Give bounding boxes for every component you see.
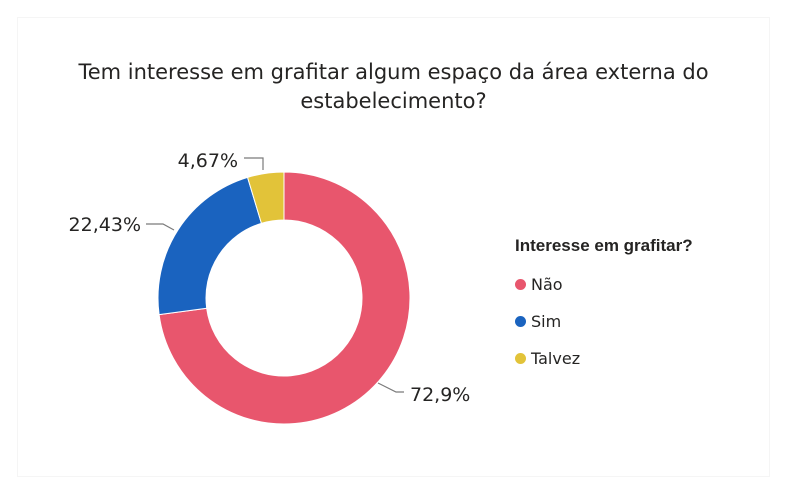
legend: Interesse em grafitar? Não Sim Talvez (515, 236, 693, 377)
chart-title: Tem interesse em grafitar algum espaço d… (78, 60, 709, 113)
slice-talvez[interactable] (246, 171, 285, 224)
leader-line-sim (146, 223, 175, 231)
legend-dot-talvez (515, 353, 526, 364)
data-label-sim: 22,43% (69, 214, 141, 236)
data-label-talvez: 4,67% (178, 150, 238, 172)
legend-item-nao[interactable]: Não (515, 266, 693, 303)
slice-sim[interactable] (157, 176, 263, 316)
legend-label-sim: Sim (531, 312, 562, 331)
leader-line-talvez (244, 157, 264, 170)
legend-label-nao: Não (531, 275, 563, 294)
legend-dot-sim (515, 316, 526, 327)
legend-item-sim[interactable]: Sim (515, 303, 693, 340)
legend-title: Interesse em grafitar? (515, 236, 693, 255)
data-label-nao: 72,9% (410, 384, 470, 406)
leader-line-nao (377, 382, 404, 393)
legend-dot-nao (515, 279, 526, 290)
legend-label-talvez: Talvez (531, 349, 581, 368)
slice-nao[interactable] (158, 171, 411, 425)
legend-item-talvez[interactable]: Talvez (515, 340, 693, 377)
